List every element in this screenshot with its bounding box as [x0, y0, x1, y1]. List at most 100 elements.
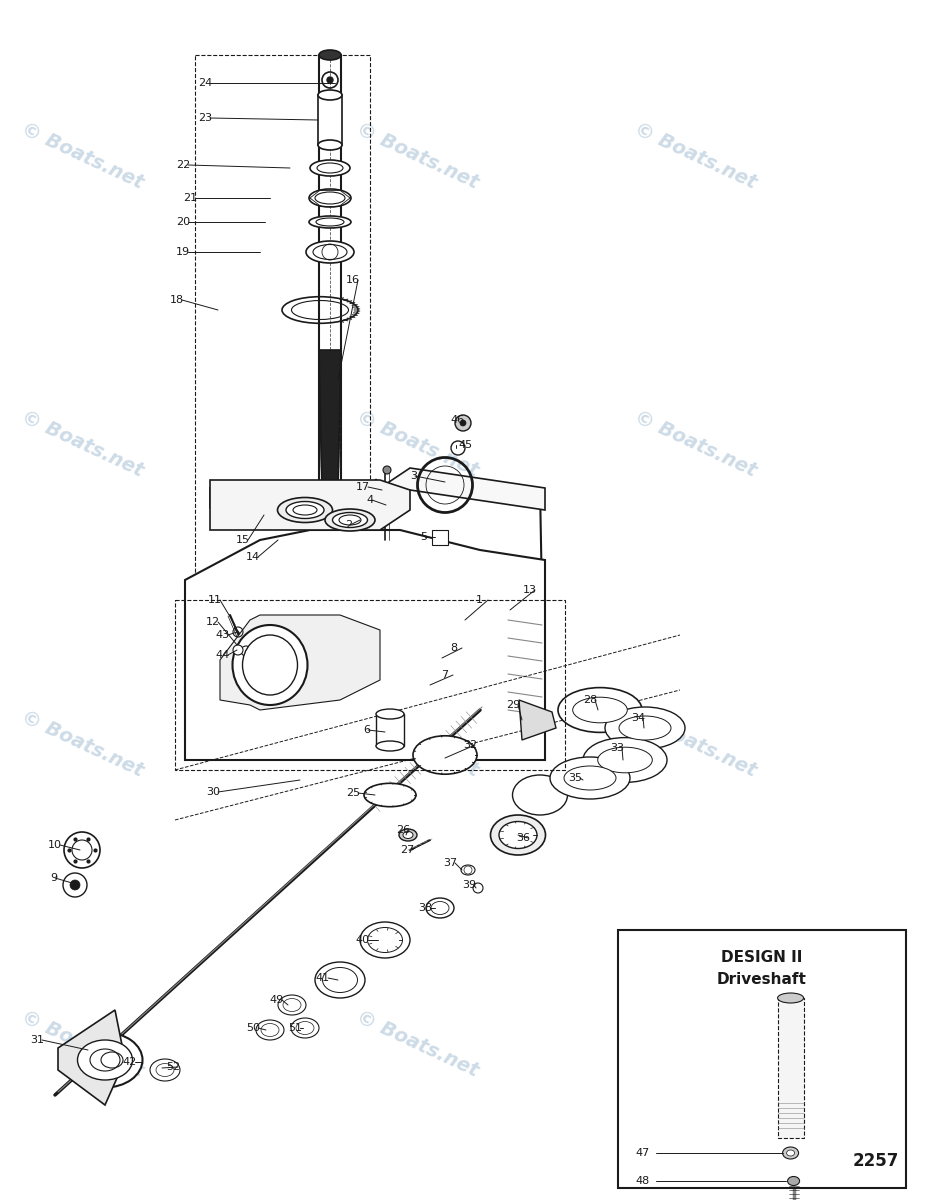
Ellipse shape	[256, 1020, 284, 1040]
Text: 52: 52	[166, 1062, 180, 1072]
Text: 42: 42	[122, 1057, 136, 1067]
Text: 21: 21	[183, 193, 197, 203]
Ellipse shape	[618, 716, 670, 740]
Circle shape	[459, 420, 466, 426]
Text: 13: 13	[522, 584, 536, 595]
Text: 46: 46	[449, 415, 464, 425]
Text: © Boats.net: © Boats.net	[19, 407, 147, 481]
Text: 47: 47	[635, 1148, 650, 1158]
Text: 26: 26	[395, 826, 409, 835]
Text: 49: 49	[269, 995, 284, 1006]
Polygon shape	[220, 614, 380, 710]
Text: 4: 4	[367, 494, 374, 505]
Text: 11: 11	[208, 595, 222, 605]
Text: 50: 50	[246, 1022, 260, 1033]
Ellipse shape	[316, 163, 342, 173]
Ellipse shape	[512, 775, 567, 815]
Text: 25: 25	[345, 788, 360, 798]
Ellipse shape	[318, 50, 341, 60]
Ellipse shape	[149, 1058, 180, 1081]
Text: 10: 10	[48, 840, 62, 850]
Polygon shape	[185, 530, 545, 760]
Text: © Boats.net: © Boats.net	[353, 407, 481, 481]
Ellipse shape	[426, 898, 454, 918]
Ellipse shape	[315, 192, 344, 204]
Bar	[174, 600, 564, 770]
Text: 34: 34	[630, 713, 644, 722]
Text: 18: 18	[170, 295, 184, 305]
Ellipse shape	[313, 245, 347, 259]
Text: 44: 44	[215, 650, 230, 660]
Text: © Boats.net: © Boats.net	[631, 119, 759, 193]
Ellipse shape	[787, 1176, 799, 1186]
Ellipse shape	[277, 995, 305, 1015]
Ellipse shape	[339, 515, 361, 526]
Text: 14: 14	[246, 552, 260, 562]
Text: © Boats.net: © Boats.net	[19, 1007, 147, 1081]
Ellipse shape	[325, 509, 375, 530]
Ellipse shape	[364, 784, 416, 806]
Ellipse shape	[786, 1150, 793, 1156]
Polygon shape	[519, 700, 555, 740]
Text: 29: 29	[505, 700, 520, 710]
Ellipse shape	[413, 736, 476, 774]
Text: 9: 9	[50, 874, 57, 883]
Text: 33: 33	[610, 743, 624, 754]
Text: 38: 38	[418, 902, 432, 913]
Bar	[195, 55, 369, 595]
Text: 51: 51	[288, 1022, 302, 1033]
Circle shape	[233, 646, 243, 655]
Text: 15: 15	[236, 535, 250, 545]
Text: 22: 22	[175, 160, 190, 170]
Ellipse shape	[77, 1040, 133, 1080]
Text: © Boats.net: © Boats.net	[353, 119, 481, 193]
Ellipse shape	[277, 498, 332, 522]
Ellipse shape	[283, 998, 301, 1012]
Ellipse shape	[310, 160, 350, 176]
Ellipse shape	[317, 140, 342, 150]
Ellipse shape	[597, 748, 651, 773]
Text: © Boats.net: © Boats.net	[353, 707, 481, 781]
Text: © Boats.net: © Boats.net	[631, 1007, 759, 1081]
Ellipse shape	[296, 1021, 314, 1034]
Ellipse shape	[317, 90, 342, 100]
Ellipse shape	[460, 865, 474, 875]
Circle shape	[450, 440, 465, 455]
Ellipse shape	[309, 188, 351, 206]
Text: 12: 12	[206, 617, 220, 626]
Bar	[617, 930, 905, 1188]
Text: 41: 41	[316, 973, 329, 983]
Circle shape	[463, 866, 471, 874]
Ellipse shape	[398, 829, 417, 841]
Text: 16: 16	[345, 275, 360, 284]
Text: © Boats.net: © Boats.net	[631, 407, 759, 481]
Ellipse shape	[68, 1032, 142, 1087]
Text: 5: 5	[419, 532, 427, 542]
Ellipse shape	[286, 502, 324, 518]
Ellipse shape	[604, 707, 684, 749]
Bar	[777, 998, 803, 1138]
Text: 1: 1	[475, 595, 483, 605]
Text: 19: 19	[175, 247, 190, 257]
Ellipse shape	[376, 709, 404, 719]
Ellipse shape	[572, 697, 626, 722]
Ellipse shape	[332, 512, 367, 528]
Text: 35: 35	[567, 773, 581, 782]
Text: 32: 32	[462, 740, 477, 750]
Text: 36: 36	[515, 833, 530, 842]
Text: 39: 39	[461, 880, 475, 890]
Polygon shape	[210, 480, 409, 530]
Ellipse shape	[156, 1063, 174, 1076]
Text: 24: 24	[198, 78, 212, 88]
Ellipse shape	[781, 1147, 798, 1159]
Polygon shape	[376, 714, 404, 746]
Circle shape	[64, 832, 100, 868]
Text: © Boats.net: © Boats.net	[353, 1007, 481, 1081]
Text: 2: 2	[344, 520, 352, 530]
Ellipse shape	[431, 901, 448, 914]
Text: 6: 6	[363, 725, 369, 734]
Text: 2257: 2257	[852, 1152, 898, 1170]
Text: 3: 3	[409, 470, 417, 481]
Polygon shape	[210, 468, 545, 510]
Ellipse shape	[261, 1024, 278, 1037]
